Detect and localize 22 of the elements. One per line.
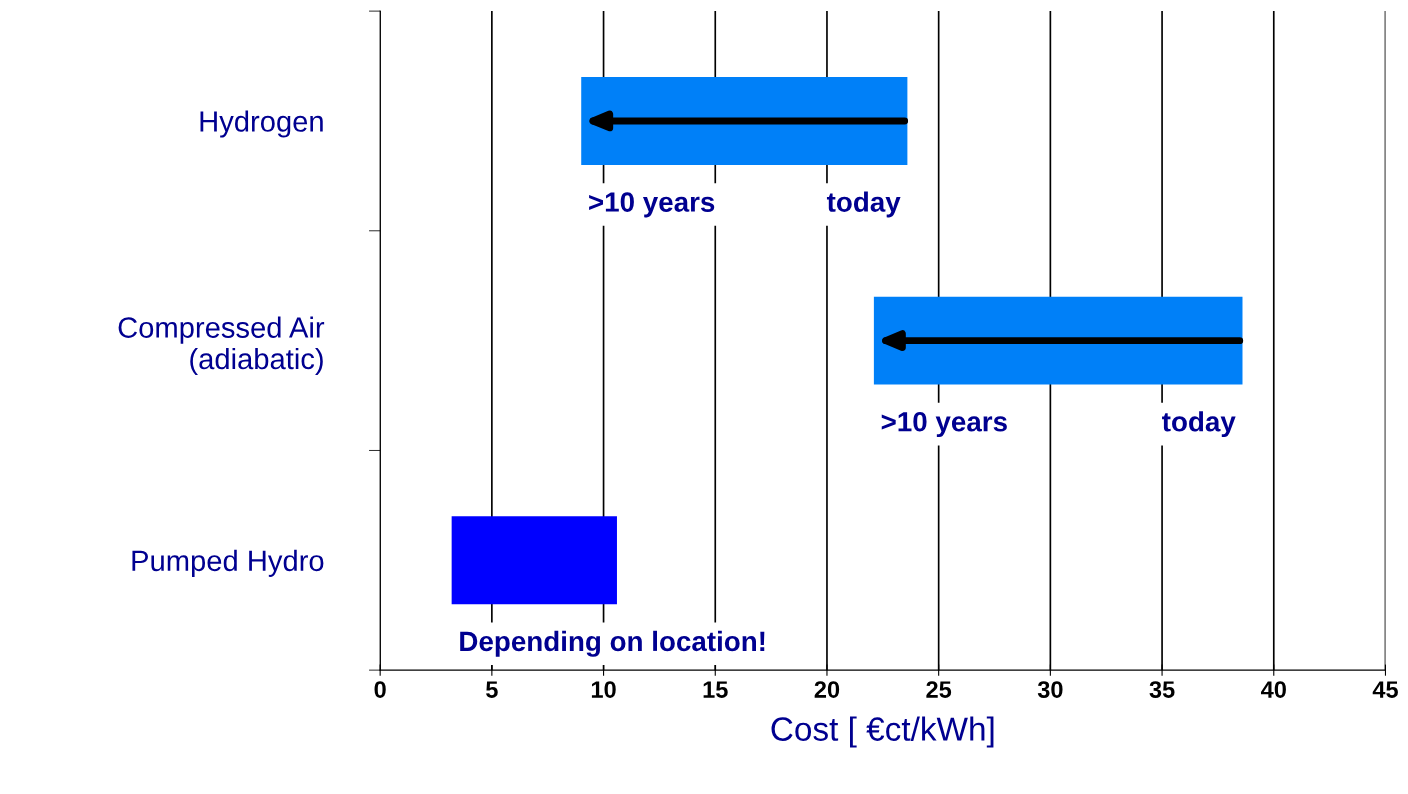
bar	[873, 296, 1243, 385]
annotation: Depending on location!	[460, 630, 765, 657]
x-tick-label: 45	[1372, 681, 1398, 698]
y-tick-label: Hydrogen	[200, 110, 323, 138]
y-tick-label: Compressed Air (adiabatic)	[118, 316, 325, 376]
x-tick-label: 30	[1037, 681, 1063, 698]
annotation: today	[1162, 411, 1236, 438]
x-tick-label: 35	[1149, 681, 1175, 698]
x-tick-label: 25	[926, 681, 952, 698]
x-tick-label: 40	[1261, 681, 1286, 698]
x-tick-label: 10	[591, 681, 616, 698]
x-tick-label: 5	[486, 681, 498, 698]
x-tick-label: 0	[374, 681, 386, 698]
bar	[451, 516, 617, 605]
annotation: >10 years	[881, 411, 1007, 438]
x-axis-title: Cost [ €ct/kWh]	[771, 716, 994, 748]
bar	[581, 77, 908, 165]
x-tick-label: 15	[703, 681, 728, 698]
annotation: >10 years	[589, 192, 715, 218]
x-tick-label: 20	[814, 681, 840, 698]
y-tick-label: Pumped Hydro	[132, 549, 324, 577]
annotation: today	[826, 191, 901, 218]
